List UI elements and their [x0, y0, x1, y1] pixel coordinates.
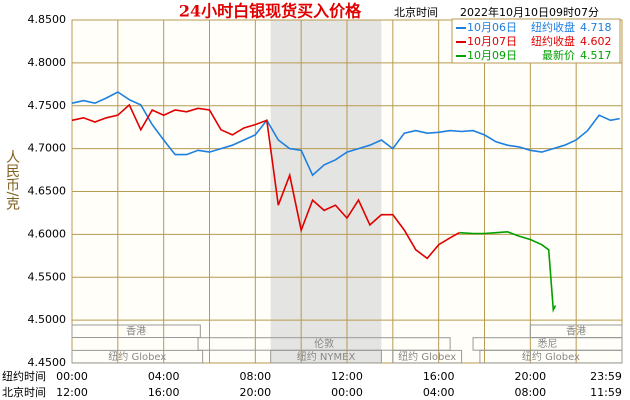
y-tick-label: 4.5500 — [28, 270, 67, 283]
session-label: 香港 — [566, 326, 586, 338]
x-tick-label: 12:00 — [331, 370, 363, 383]
legend-name: 10月06日 — [467, 21, 517, 34]
session-label: 纽约 Globex — [108, 350, 166, 363]
x-tick-label: 00:00 — [56, 370, 88, 383]
series-line — [71, 103, 460, 260]
legend-box — [451, 18, 621, 64]
legend-name: 10月07日 — [467, 35, 517, 48]
legend-label: 最新价 — [542, 48, 575, 62]
x-tick-label: 20:00 — [514, 370, 546, 383]
y-tick-label: 4.6500 — [28, 185, 67, 198]
x-tick-label: 23:59 — [590, 370, 622, 383]
x2-tick-label: 08:00 — [514, 386, 546, 399]
session-label: 纽约 Globex — [398, 350, 456, 363]
x-tick-label: 16:00 — [423, 370, 455, 383]
y-tick-label: 4.8000 — [28, 56, 67, 69]
session-box — [270, 349, 382, 364]
session-label: 纽约 NYMEX — [297, 350, 356, 363]
x-tick-label: 08:00 — [239, 370, 271, 383]
x2-tick-label: 04:00 — [423, 386, 455, 399]
x2-tick-label: 16:00 — [148, 386, 180, 399]
y-tick-label: 4.7000 — [28, 142, 67, 155]
series-line — [459, 230, 557, 313]
session-label: 悉尼 — [538, 338, 558, 350]
x2-tick-label: 20:00 — [239, 386, 271, 399]
x2-tick-label: 00:00 — [331, 386, 363, 399]
session-label: 伦敦 — [314, 337, 334, 350]
subtitle-label: 北京时间 — [394, 5, 438, 19]
y-axis-label: 人民币/克 — [4, 150, 20, 212]
session-box — [71, 324, 201, 338]
x-row-label: 纽约时间 — [2, 369, 46, 383]
legend-name: 10月09日 — [467, 49, 517, 62]
x2-tick-label: 12:00 — [56, 386, 88, 399]
legend-label: 纽约收盘 — [531, 20, 575, 34]
y-tick-label: 4.4500 — [28, 356, 67, 369]
y-tick-label: 4.5000 — [28, 313, 67, 326]
session-label: 香港 — [126, 326, 146, 338]
session-box — [71, 349, 204, 364]
x2-row-label: 北京时间 — [2, 385, 46, 399]
session-box — [479, 349, 623, 364]
subtitle-date: 2022年10月10日09时07分 — [460, 5, 599, 19]
x-tick-label: 04:00 — [148, 370, 180, 383]
legend-value: 4.718 — [580, 21, 612, 34]
legend-label: 纽约收盘 — [531, 34, 575, 48]
x2-tick-label: 11:59 — [590, 386, 622, 399]
session-label: 纽约 Globex — [522, 350, 580, 363]
legend-value: 4.602 — [580, 35, 612, 48]
series-line — [71, 91, 620, 177]
session-box — [392, 349, 463, 364]
legend-value: 4.517 — [580, 49, 612, 62]
y-tick-label: 4.8500 — [28, 13, 67, 26]
y-tick-label: 4.7500 — [28, 99, 67, 112]
y-tick-label: 4.6000 — [28, 227, 67, 240]
chart-title: 24小时白银现货买入价格 — [179, 2, 362, 21]
